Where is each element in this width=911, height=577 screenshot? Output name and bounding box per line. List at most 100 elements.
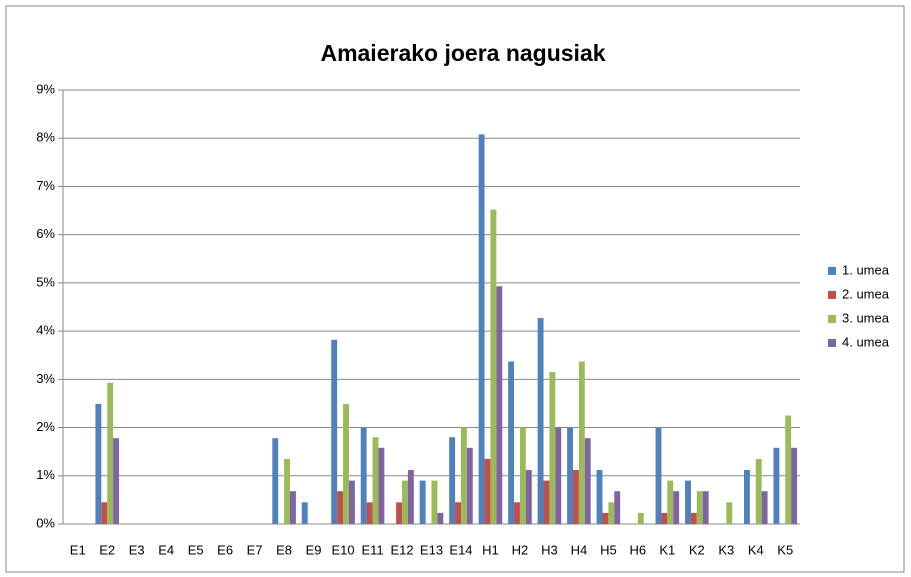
legend-swatch	[828, 315, 836, 323]
bar	[543, 480, 550, 524]
bar	[378, 447, 385, 524]
bar	[419, 480, 426, 524]
bar	[637, 512, 644, 524]
bar	[113, 438, 120, 524]
bar	[366, 502, 373, 524]
bar	[726, 502, 733, 524]
bar	[785, 415, 792, 524]
legend-label: 1. umea	[842, 262, 890, 277]
legend-label: 3. umea	[842, 310, 890, 325]
bar	[407, 469, 414, 524]
y-tick-label: 1%	[36, 467, 55, 482]
bar	[573, 469, 579, 524]
y-tick-label: 4%	[36, 323, 55, 338]
y-tick-label: 7%	[36, 178, 55, 193]
x-tick-label: H5	[600, 542, 617, 557]
x-tick-label: E14	[449, 542, 472, 557]
bar	[549, 372, 556, 524]
bar	[289, 491, 296, 524]
x-tick-label: E10	[331, 542, 354, 557]
bar	[537, 318, 544, 524]
y-tick-label: 5%	[36, 274, 55, 289]
bar	[673, 491, 680, 524]
bar	[614, 491, 621, 524]
bar	[343, 403, 349, 524]
bar	[272, 438, 279, 524]
x-tick-label: K1	[659, 542, 675, 557]
bar	[584, 438, 591, 524]
x-tick-label: E6	[217, 542, 233, 557]
y-tick-label: 6%	[36, 226, 55, 241]
bar	[460, 427, 467, 524]
x-tick-label: K5	[777, 542, 793, 557]
bar	[596, 469, 603, 524]
x-tick-label: H1	[482, 542, 499, 557]
x-tick-label: H3	[541, 542, 558, 557]
bar	[743, 469, 750, 524]
bar	[449, 437, 456, 524]
y-tick-label: 2%	[36, 419, 55, 434]
bar	[702, 491, 709, 524]
bar	[490, 209, 497, 524]
bar	[107, 382, 114, 524]
x-tick-label: E3	[129, 542, 145, 557]
x-tick-label: E12	[390, 542, 413, 557]
bar	[567, 427, 574, 524]
bar	[437, 512, 444, 524]
bar	[508, 361, 515, 524]
chart-title: Amaierako joera nagusiak	[320, 40, 605, 66]
y-tick-label: 0%	[36, 515, 55, 530]
bar	[667, 480, 674, 524]
bar	[402, 480, 408, 524]
bar	[690, 512, 697, 524]
bar	[101, 502, 108, 524]
legend-label: 2. umea	[842, 286, 890, 301]
bar	[348, 480, 355, 524]
y-tick-label: 9%	[36, 81, 55, 96]
bar	[484, 458, 491, 524]
x-tick-label: E1	[70, 542, 86, 557]
x-tick-label: E7	[247, 542, 263, 557]
bar	[578, 361, 585, 524]
bar	[555, 427, 562, 524]
legend-label: 4. umea	[842, 334, 890, 349]
bar	[478, 134, 485, 524]
bar	[773, 447, 780, 524]
bar	[685, 480, 691, 524]
bar	[396, 502, 403, 524]
bar	[514, 502, 520, 524]
x-tick-label: K4	[748, 542, 764, 557]
x-tick-label: E8	[276, 542, 292, 557]
x-tick-label: H2	[512, 542, 529, 557]
bar	[761, 491, 768, 524]
bar	[496, 286, 503, 524]
bar	[466, 447, 473, 524]
bar	[431, 480, 438, 524]
x-tick-label: K2	[689, 542, 705, 557]
legend-swatch	[828, 267, 836, 275]
bar	[284, 458, 290, 524]
bar	[602, 512, 609, 524]
y-tick-label: 8%	[36, 130, 55, 145]
x-tick-label: E11	[361, 542, 383, 557]
bar	[519, 427, 526, 524]
bar	[372, 437, 379, 524]
x-tick-label: K3	[718, 542, 734, 557]
bar	[360, 427, 367, 524]
bar	[331, 339, 338, 524]
x-tick-label: E9	[306, 542, 322, 557]
legend-swatch	[828, 339, 836, 347]
bar	[95, 403, 102, 524]
bar	[455, 502, 461, 524]
x-tick-label: H6	[630, 542, 647, 557]
bar	[661, 512, 668, 524]
bar	[608, 502, 615, 524]
bar	[655, 427, 662, 524]
bar	[337, 491, 344, 524]
bar	[696, 491, 703, 524]
bar	[301, 502, 308, 524]
bar	[755, 458, 762, 524]
x-tick-label: E4	[158, 542, 174, 557]
x-tick-label: E13	[420, 542, 443, 557]
